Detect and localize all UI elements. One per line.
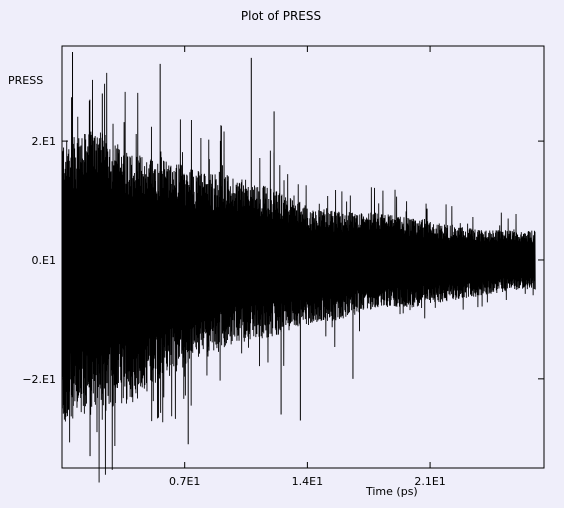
x-tick-label: 1.4E1 [292,475,323,488]
x-tick-label: 2.1E1 [414,475,445,488]
tick-layer: 0.7E1 1.4E1 2.1E1 2.E1 0.E1 −2.E1 [22,46,544,488]
y-tick-label: 0.E1 [32,254,56,267]
x-axis-label: Time (ps) [365,485,418,498]
press-series-line [61,72,536,483]
y-tick-label: −2.E1 [22,373,56,386]
y-tick-label: 2.E1 [32,135,56,148]
x-tick-label: 0.7E1 [169,475,200,488]
chart-title: Plot of PRESS [241,9,321,23]
series-layer [61,51,536,483]
y-axis-label: PRESS [8,74,43,87]
